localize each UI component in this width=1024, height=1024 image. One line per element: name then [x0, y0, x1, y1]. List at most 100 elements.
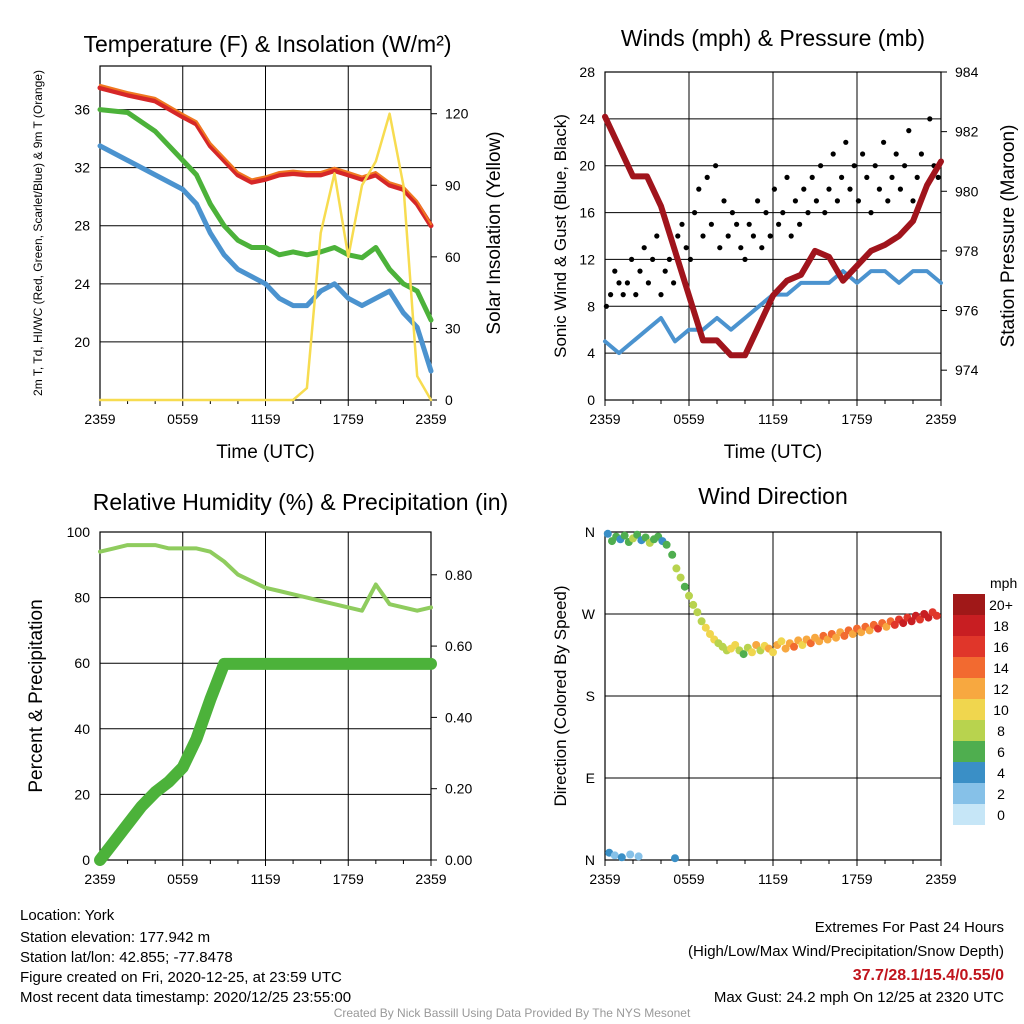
direction-point [857, 628, 866, 637]
direction-point [689, 600, 698, 609]
direction-point [680, 582, 689, 591]
direction-point [798, 641, 807, 649]
series-precipitation [94, 657, 437, 866]
x-axis-label: Time (UTC) [724, 442, 823, 463]
gust-point [641, 245, 647, 251]
gust-point [666, 256, 673, 262]
y-tick-label: 24 [579, 111, 595, 127]
x-tick-label: 1759 [841, 871, 872, 887]
legend-swatch [953, 720, 985, 741]
chart-title: Relative Humidity (%) & Precipitation (i… [93, 489, 508, 515]
legend-label: 10 [993, 702, 1009, 718]
chart-panel-1: 2359 0559 1159 1759 2359 20 24 28 32 36 0 30 60 90 120… [31, 31, 505, 463]
gust-point [927, 116, 933, 122]
gust-point [608, 292, 614, 298]
direction-point [882, 622, 891, 631]
series-dewpoint [97, 107, 434, 323]
series-station-pressure [602, 113, 944, 359]
direction-point [633, 530, 642, 539]
legend-title: mph [990, 575, 1017, 591]
legend-swatch [953, 615, 985, 636]
y-tick-label: 28 [579, 64, 595, 80]
direction-point [706, 630, 714, 638]
direction-point [668, 550, 677, 559]
y-tick-label: 28 [74, 218, 90, 234]
direction-point [823, 635, 832, 644]
y-tick-label: 16 [579, 205, 595, 221]
direction-point [693, 608, 702, 617]
gust-point [897, 186, 904, 192]
y2-tick-label: 120 [445, 106, 469, 122]
gust-point [662, 268, 668, 274]
direction-point [916, 615, 924, 624]
direction-point [899, 619, 908, 628]
gust-point [935, 174, 941, 180]
gust-point [906, 128, 912, 134]
y-tick-label: 12 [579, 251, 595, 267]
series-insolation [98, 112, 433, 402]
direction-point [603, 529, 612, 538]
y-tick-label: S [586, 688, 595, 704]
gust-point [708, 221, 715, 227]
y-tick-label: E [586, 770, 595, 786]
gust-point [750, 233, 757, 239]
y2-tick-label: 0.80 [445, 567, 472, 583]
gust-point [738, 245, 744, 251]
y-tick-label: 60 [74, 655, 90, 671]
y-axis-label: 2m T, Td, HI/WC (Red, Green, Scarlet/Blu… [31, 70, 45, 396]
gust-point [700, 233, 706, 239]
y-tick-label: 36 [74, 102, 90, 118]
direction-point [790, 642, 798, 651]
gust-point [717, 245, 723, 251]
gust-point [679, 221, 685, 227]
gust-point [818, 163, 824, 169]
legend-swatch [953, 678, 985, 699]
direction-point [932, 611, 941, 620]
y2-tick-label: 976 [955, 303, 979, 319]
x-tick-label: 1159 [758, 871, 788, 887]
x-tick-label: 2359 [84, 411, 115, 427]
legend-swatch [953, 594, 985, 615]
y-tick-label: 20 [74, 334, 90, 350]
y-axis-label: Percent & Precipitation [26, 599, 47, 792]
gust-point [763, 210, 769, 216]
info-location: Location: York [20, 907, 115, 924]
y2-tick-label: 984 [955, 64, 979, 80]
direction-point [626, 850, 635, 859]
gust-point [855, 198, 862, 204]
gust-point [658, 292, 664, 298]
legend-swatch [953, 636, 985, 657]
gust-point [830, 151, 836, 157]
y2-axis-label: Solar Insolation (Yellow) [484, 131, 505, 334]
x-tick-label: 2359 [415, 411, 446, 427]
x-tick-label: 1159 [250, 871, 280, 887]
x-tick-label: 0559 [167, 871, 198, 887]
x-tick-label: 2359 [925, 411, 956, 427]
gust-point [813, 198, 820, 204]
y-tick-label: 100 [67, 524, 91, 540]
direction-point [641, 533, 650, 542]
direction-point [662, 540, 671, 549]
gust-point [784, 174, 790, 180]
y2-tick-label: 90 [445, 177, 461, 193]
legend-swatch [953, 741, 985, 762]
info-elevation: Station elevation: 177.942 m [20, 929, 211, 946]
y2-tick-label: 982 [955, 124, 979, 140]
speed-legend: mph 20+ 18 16 14 12 10 8 6 4 2 0 [953, 575, 1017, 825]
direction-point [848, 630, 857, 638]
legend-label: 20+ [989, 597, 1013, 613]
direction-point [697, 617, 706, 626]
gust-point [746, 221, 752, 227]
direction-point [671, 854, 679, 863]
y-tick-label: 24 [74, 276, 90, 292]
y2-tick-label: 30 [445, 320, 461, 336]
direction-point [840, 631, 849, 640]
direction-point [748, 648, 756, 657]
y-tick-label: 20 [579, 158, 595, 174]
chart-title: Wind Direction [698, 483, 848, 509]
y2-tick-label: 0.00 [445, 852, 472, 868]
legend-swatch [953, 699, 985, 720]
x-tick-label: 2359 [925, 871, 956, 887]
y-tick-label: 20 [74, 786, 90, 802]
